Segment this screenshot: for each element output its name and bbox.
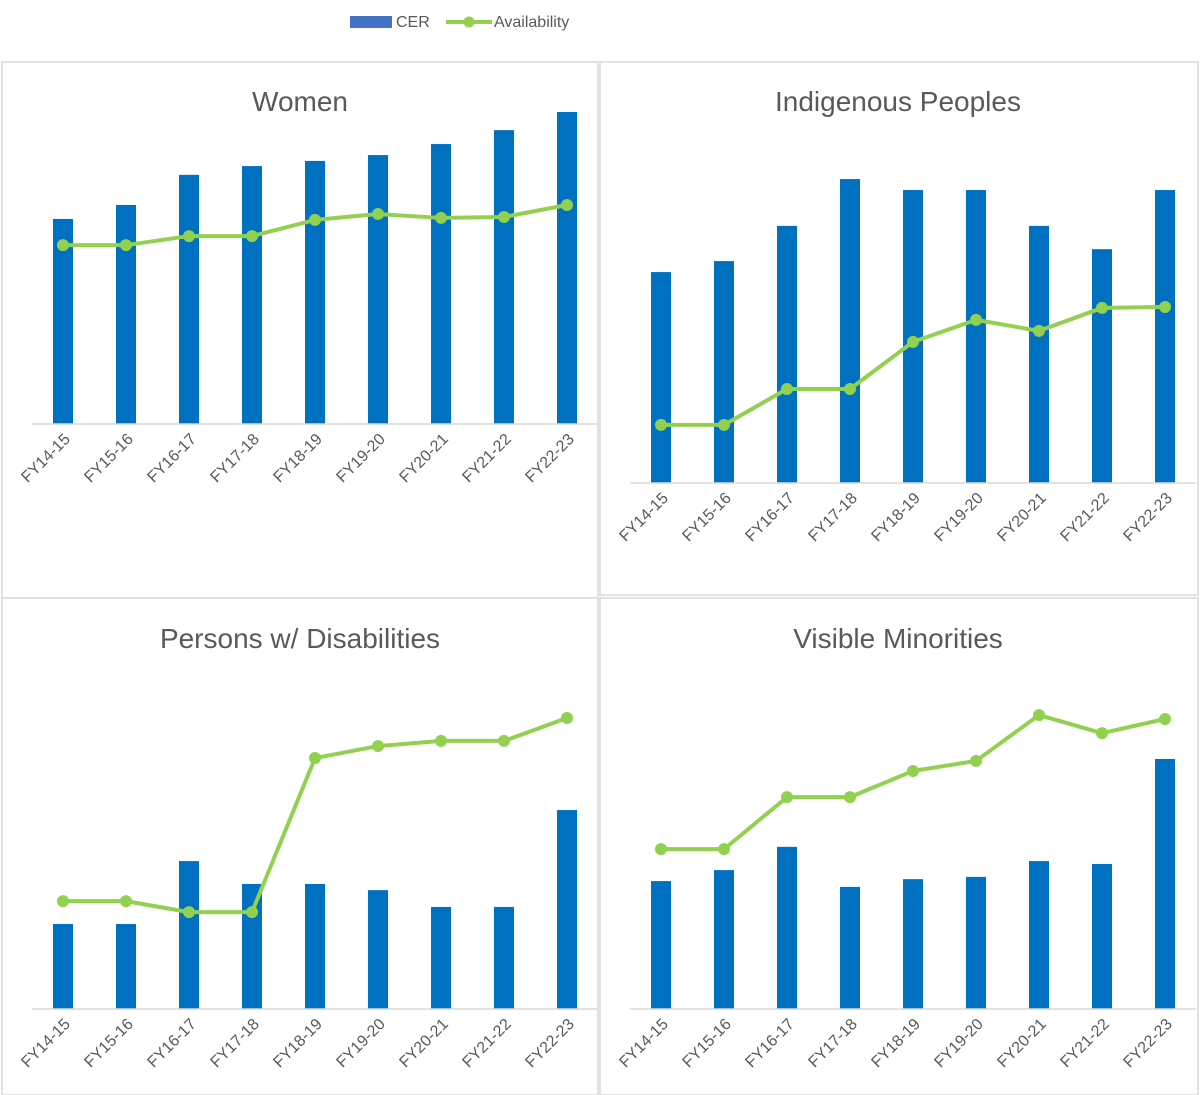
bar-cer-fy16-17: [179, 174, 199, 424]
point-availability-fy15-16: [718, 843, 730, 856]
bar-cer-fy17-18: [242, 166, 262, 424]
bar-cer-fy14-15: [53, 924, 73, 1009]
bar-cer-fy14-15: [53, 218, 73, 424]
bar-cer-fy16-17: [777, 846, 797, 1009]
point-availability-fy16-17: [781, 383, 793, 396]
point-availability-fy21-22: [1096, 727, 1108, 740]
bar-cer-fy19-20: [966, 190, 986, 483]
bar-cer-fy17-18: [840, 179, 860, 483]
point-availability-fy14-15: [655, 843, 667, 856]
point-availability-fy20-21: [435, 734, 447, 747]
bar-cer-fy19-20: [368, 155, 388, 424]
bar-cer-fy22-23: [557, 810, 577, 1009]
point-availability-fy15-16: [120, 239, 132, 252]
panel-title: Women: [252, 86, 348, 117]
bar-cer-fy15-16: [116, 924, 136, 1009]
panel-title: Indigenous Peoples: [775, 86, 1021, 117]
bar-cer-fy20-21: [431, 906, 451, 1009]
point-availability-fy20-21: [435, 211, 447, 224]
point-availability-fy19-20: [970, 754, 982, 767]
panel-border: [599, 597, 1199, 1095]
bar-cer-fy14-15: [651, 272, 671, 483]
point-availability-fy18-19: [907, 764, 919, 777]
bar-cer-fy21-22: [494, 130, 514, 424]
point-availability-fy18-19: [309, 752, 321, 765]
bar-cer-fy16-17: [777, 225, 797, 483]
point-availability-fy22-23: [561, 198, 573, 211]
bar-cer-fy17-18: [840, 886, 860, 1009]
point-availability-fy14-15: [57, 895, 69, 908]
bar-cer-fy20-21: [1029, 225, 1049, 483]
point-availability-fy15-16: [120, 895, 132, 908]
panel-title: Visible Minorities: [793, 623, 1003, 654]
bar-cer-fy15-16: [714, 261, 734, 483]
point-availability-fy21-22: [1096, 301, 1108, 314]
point-availability-fy17-18: [246, 906, 258, 919]
bar-cer-fy18-19: [305, 160, 325, 425]
point-availability-fy21-22: [498, 210, 510, 223]
bar-cer-fy18-19: [903, 879, 923, 1009]
bar-cer-fy21-22: [494, 906, 514, 1009]
bar-cer-fy19-20: [368, 890, 388, 1009]
bar-cer-fy15-16: [714, 870, 734, 1009]
panel-title: Persons w/ Disabilities: [160, 623, 440, 654]
bar-cer-fy20-21: [431, 144, 451, 424]
bar-cer-fy22-23: [557, 111, 577, 424]
point-availability-fy19-20: [970, 313, 982, 326]
point-availability-fy20-21: [1033, 324, 1045, 337]
point-availability-fy17-18: [844, 383, 856, 396]
point-availability-fy18-19: [309, 213, 321, 226]
point-availability-fy22-23: [561, 711, 573, 724]
bar-cer-fy22-23: [1155, 190, 1175, 483]
legend-label-availability: Availability: [494, 14, 569, 31]
point-availability-fy22-23: [1159, 712, 1171, 725]
bar-cer-fy17-18: [242, 883, 262, 1009]
point-availability-fy20-21: [1033, 709, 1045, 722]
legend-swatch-cer: [350, 16, 392, 28]
point-availability-fy19-20: [372, 740, 384, 753]
bar-cer-fy18-19: [305, 883, 325, 1009]
point-availability-fy18-19: [907, 335, 919, 348]
point-availability-fy14-15: [655, 418, 667, 431]
point-availability-fy14-15: [57, 239, 69, 252]
bar-cer-fy15-16: [116, 204, 136, 424]
bar-cer-fy16-17: [179, 861, 199, 1009]
legend-marker-availability: [463, 16, 475, 28]
point-availability-fy22-23: [1159, 300, 1171, 313]
point-availability-fy21-22: [498, 734, 510, 747]
point-availability-fy19-20: [372, 208, 384, 221]
bar-cer-fy21-22: [1092, 863, 1112, 1009]
bar-cer-fy20-21: [1029, 861, 1049, 1009]
point-availability-fy17-18: [844, 791, 856, 804]
point-availability-fy16-17: [781, 791, 793, 804]
point-availability-fy15-16: [718, 418, 730, 431]
bar-cer-fy19-20: [966, 876, 986, 1009]
point-availability-fy17-18: [246, 230, 258, 243]
legend: CER Availability: [350, 14, 569, 31]
point-availability-fy16-17: [183, 230, 195, 243]
bar-cer-fy21-22: [1092, 249, 1112, 483]
legend-label-cer: CER: [396, 14, 430, 31]
bar-cer-fy22-23: [1155, 758, 1175, 1009]
point-availability-fy16-17: [183, 906, 195, 919]
panel-border: [1, 597, 599, 1095]
bar-cer-fy14-15: [651, 881, 671, 1009]
